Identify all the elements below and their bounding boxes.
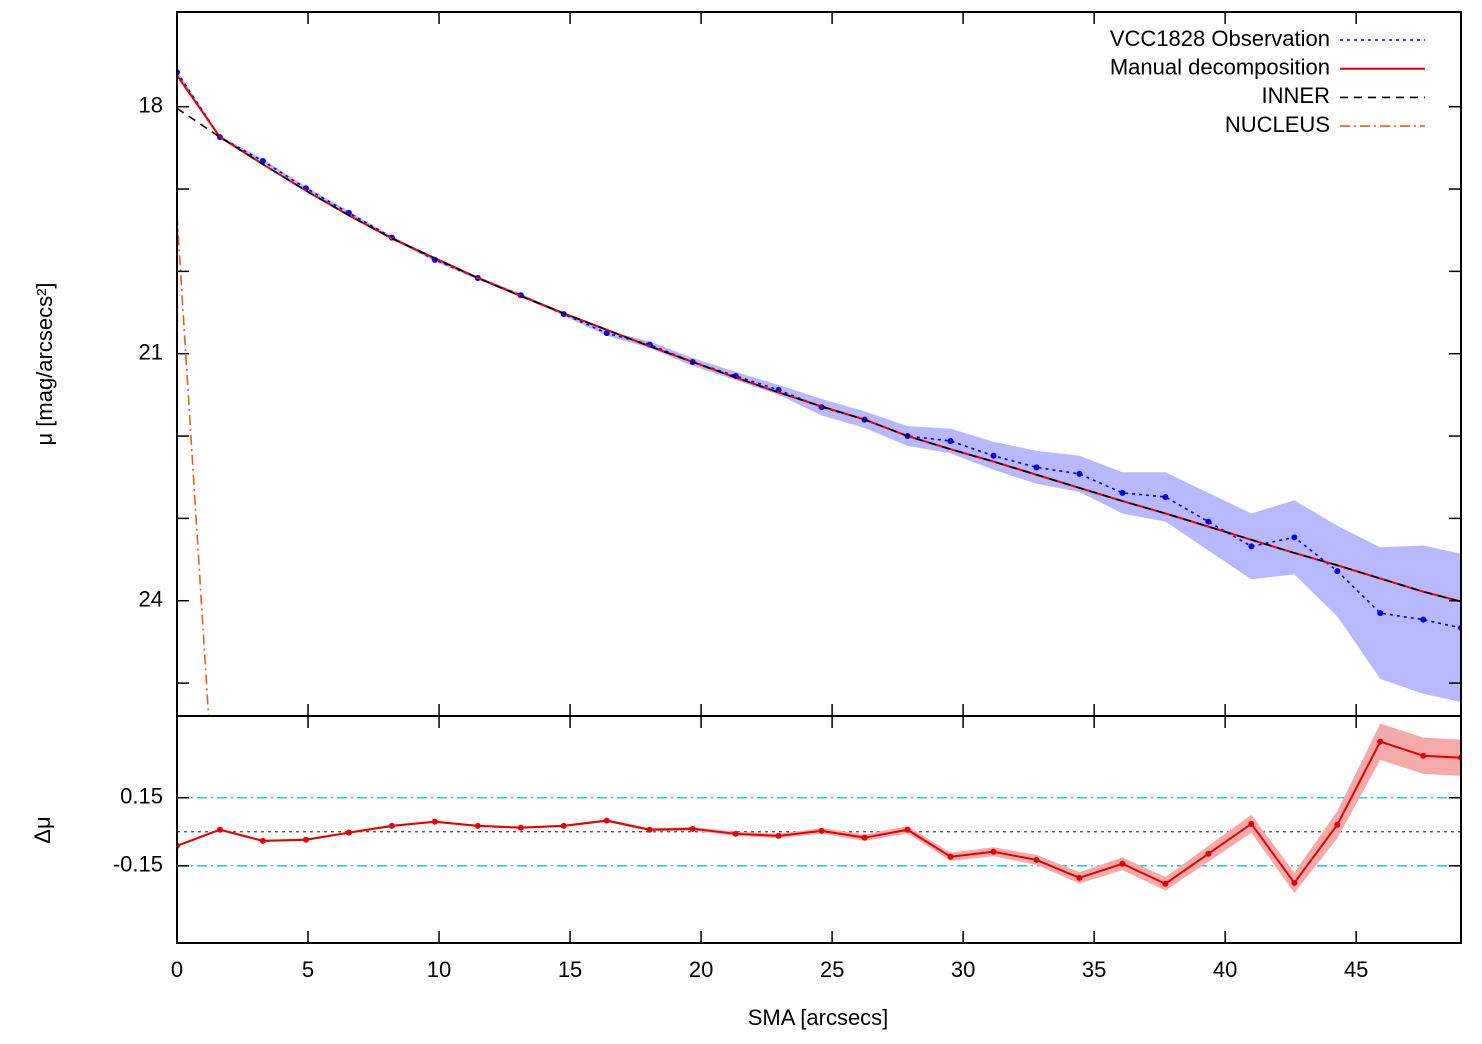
data-point [1291, 534, 1298, 541]
series-line [177, 740, 1461, 885]
data-point [216, 826, 223, 833]
error-band [177, 723, 1461, 894]
series-line [177, 107, 1461, 603]
data-point [1205, 850, 1212, 857]
x-tick-label: 5 [302, 957, 314, 982]
y-tick-label: 24 [139, 587, 163, 612]
legend-label: Manual decomposition [1110, 55, 1330, 80]
data-point [302, 836, 309, 843]
y-axis-label: Δμ [30, 816, 55, 843]
error-band [177, 70, 1461, 703]
data-point [1033, 464, 1040, 471]
legend-label: VCC1828 Observation [1110, 26, 1330, 51]
x-tick-label: 20 [689, 957, 713, 982]
legend-label: INNER [1262, 83, 1330, 108]
data-point [1119, 860, 1126, 867]
plot-frame [176, 715, 1462, 944]
y-tick-label: 18 [139, 93, 163, 118]
x-tick-label: 35 [1082, 957, 1106, 982]
data-point [904, 826, 911, 833]
data-point [1205, 518, 1212, 525]
data-point [990, 452, 997, 459]
plot-area [177, 723, 1461, 894]
data-point [1334, 821, 1341, 828]
data-point [732, 830, 739, 837]
data-point [818, 827, 825, 834]
data-point [1248, 820, 1255, 827]
x-tick-label: 0 [171, 957, 183, 982]
data-point [517, 824, 524, 831]
data-point [345, 829, 352, 836]
y-tick-label: -0.15 [113, 852, 163, 877]
data-point [1033, 856, 1040, 863]
data-point [1162, 880, 1169, 887]
data-point [689, 825, 696, 832]
data-point [861, 834, 868, 841]
data-point [1076, 470, 1083, 477]
data-point [1119, 489, 1126, 496]
data-point [1377, 610, 1384, 617]
data-point [1076, 874, 1083, 881]
data-point [947, 437, 954, 444]
data-point [775, 832, 782, 839]
data-point [646, 826, 653, 833]
data-point [431, 818, 438, 825]
plot-area [177, 69, 1461, 716]
data-point [1162, 493, 1169, 500]
data-point [1334, 568, 1341, 575]
data-point [259, 837, 266, 844]
data-point [388, 822, 395, 829]
y-axis-label: μ [mag/arcsecs²] [32, 282, 57, 445]
data-point [1377, 738, 1384, 745]
data-point [1291, 879, 1298, 886]
x-axis-label: SMA [arcsecs] [748, 1005, 889, 1030]
series-line [177, 215, 210, 716]
x-tick-label: 40 [1213, 957, 1237, 982]
x-tick-label: 10 [427, 957, 451, 982]
data-point [947, 853, 954, 860]
y-tick-label: 21 [139, 340, 163, 365]
x-tick-label: 15 [558, 957, 582, 982]
data-point [1248, 543, 1255, 550]
x-tick-label: 25 [820, 957, 844, 982]
legend-label: NUCLEUS [1225, 112, 1330, 137]
data-point [603, 330, 610, 337]
y-tick-label: 0.15 [120, 784, 163, 809]
data-point [1420, 752, 1427, 759]
data-point [990, 848, 997, 855]
data-point [1420, 616, 1427, 623]
x-tick-label: 45 [1344, 957, 1368, 982]
data-point [474, 822, 481, 829]
x-tick-label: 30 [951, 957, 975, 982]
data-point [560, 822, 567, 829]
data-point [603, 817, 610, 824]
